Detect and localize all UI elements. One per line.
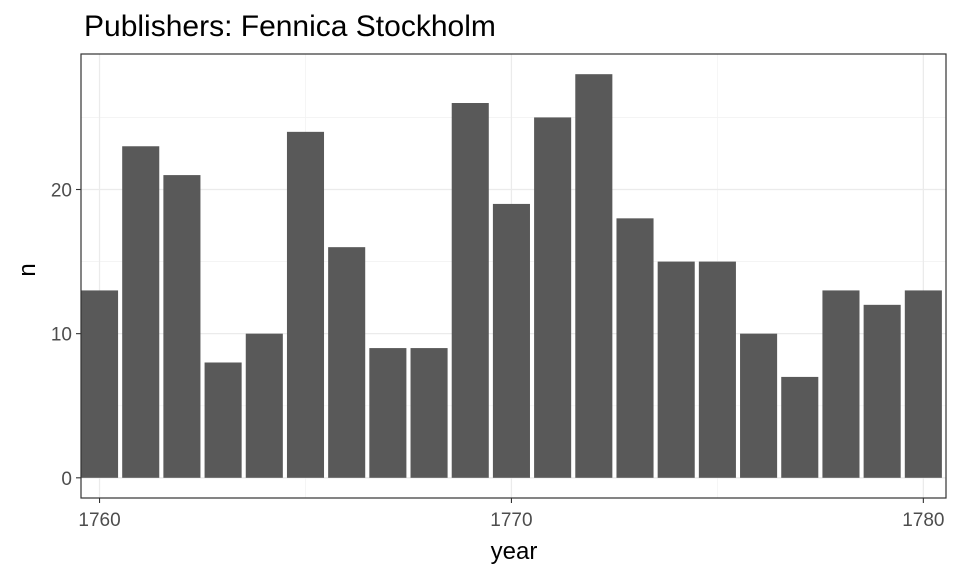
bar-1771 xyxy=(534,117,572,478)
bar-1768 xyxy=(410,348,448,478)
bar-1764 xyxy=(245,333,283,478)
bar-1778 xyxy=(822,290,860,478)
bar-1765 xyxy=(286,131,325,478)
bar-1761 xyxy=(122,146,160,478)
bar-1767 xyxy=(369,348,407,478)
bar-1773 xyxy=(616,218,654,478)
y-axis-title: n xyxy=(14,263,41,276)
y-tick-label: 0 xyxy=(61,469,72,490)
panel-border xyxy=(80,53,947,499)
bar-1774 xyxy=(657,261,695,478)
y-tick-label: 20 xyxy=(51,181,72,202)
chart-title: Publishers: Fennica Stockholm xyxy=(84,10,496,43)
bar-1763 xyxy=(204,362,242,478)
bar-1780 xyxy=(904,290,942,478)
y-tick-label: 10 xyxy=(51,325,72,346)
bar-1770 xyxy=(492,203,530,478)
bar-1779 xyxy=(863,304,901,478)
bar-1760 xyxy=(81,290,119,478)
bar-1775 xyxy=(698,261,736,478)
x-axis-title: year xyxy=(491,538,538,565)
bar-1776 xyxy=(740,333,778,478)
x-tick-label: 1770 xyxy=(490,510,532,531)
axis-ticks xyxy=(76,188,924,503)
x-tick-label: 1780 xyxy=(902,510,944,531)
bar-1772 xyxy=(575,74,613,478)
bars xyxy=(81,74,942,478)
bar-1762 xyxy=(163,175,201,478)
tick-labels: 0 10 20 1760 1770 1780 xyxy=(51,181,945,531)
x-tick-label: 1760 xyxy=(78,510,120,531)
bar-1777 xyxy=(781,376,819,478)
bar-1766 xyxy=(328,247,366,478)
bar-1769 xyxy=(451,103,489,478)
